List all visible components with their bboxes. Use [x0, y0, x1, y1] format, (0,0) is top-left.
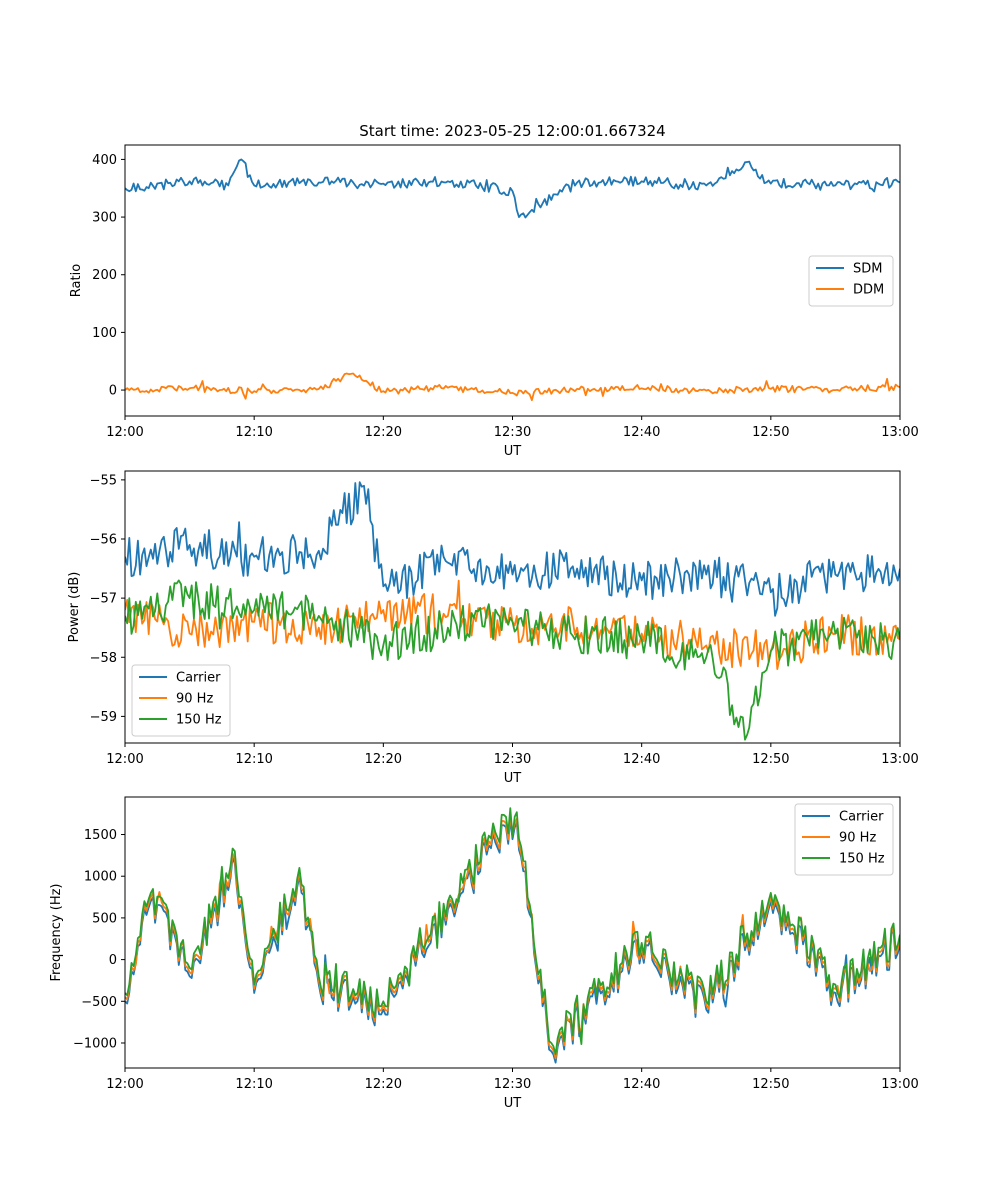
series-group [125, 807, 900, 1064]
x-axis-label: UT [504, 1096, 522, 1111]
legend: Carrier 90 Hz 150 Hz [794, 803, 894, 876]
legend-label: 150 Hz [839, 852, 885, 867]
x-axis-label: UT [504, 444, 522, 459]
x-tick-label: 12:10 [235, 752, 272, 767]
y-tick-label: −500 [81, 995, 117, 1010]
y-axis-label: Power (dB) [67, 572, 82, 643]
x-tick-label: 13:00 [881, 752, 918, 767]
x-tick-label: 12:50 [752, 1077, 789, 1092]
x-tick-label: 12:00 [106, 1077, 143, 1092]
chart-panel-1: 12:00 12:10 12:20 12:30 12:40 12:50 13:00 0 100 2… [69, 144, 919, 459]
legend-label: Carrier [839, 810, 884, 825]
y-tick-label: −1000 [73, 1036, 117, 1051]
y-tick-label: 1000 [84, 870, 117, 885]
series-line-carrier [125, 481, 900, 617]
series-group [125, 481, 900, 741]
legend-label: SDM [853, 262, 882, 277]
x-tick-label: 12:40 [623, 752, 660, 767]
y-tick-label: 100 [92, 326, 117, 341]
y-tick-label: 200 [92, 268, 117, 283]
x-tick-label: 12:10 [235, 425, 272, 440]
chart-panel-3: 12:00 12:10 12:20 12:30 12:40 12:50 13:00 1500 1… [49, 796, 919, 1111]
x-tick-label: 12:20 [365, 425, 402, 440]
y-tick-label: −56 [90, 533, 117, 548]
x-tick-label: 12:20 [365, 752, 402, 767]
y-tick-label: −55 [90, 473, 117, 488]
legend-label: 90 Hz [839, 831, 876, 846]
x-tick-label: 12:00 [106, 425, 143, 440]
y-tick-label: 500 [92, 911, 117, 926]
series-line-150-hz [125, 807, 900, 1056]
x-axis-label: UT [504, 771, 522, 786]
x-tick-label: 12:30 [494, 1077, 531, 1092]
x-tick-label: 12:10 [235, 1077, 272, 1092]
figure-title: Start time: 2023-05-25 12:00:01.667324 [359, 122, 665, 140]
y-tick-label: 0 [109, 953, 117, 968]
x-tick-label: 12:30 [494, 425, 531, 440]
legend: Carrier 90 Hz 150 Hz [131, 664, 231, 737]
chart-panel-2: 12:00 12:10 12:20 12:30 12:40 12:50 13:00 −55 −5… [67, 470, 919, 786]
series-line-150-hz [125, 579, 900, 741]
series-line-ddm [125, 372, 900, 402]
x-tick-label: 12:40 [623, 1077, 660, 1092]
y-tick-label: −59 [90, 710, 117, 725]
x-tick-label: 13:00 [881, 1077, 918, 1092]
series-group [125, 158, 900, 402]
legend-label: 150 Hz [176, 713, 222, 728]
y-axis-label: Frequency (Hz) [49, 883, 64, 981]
x-tick-label: 12:40 [623, 425, 660, 440]
x-tick-label: 12:20 [365, 1077, 402, 1092]
x-tick-label: 12:50 [752, 425, 789, 440]
legend-label: DDM [853, 283, 884, 298]
x-tick-label: 13:00 [881, 425, 918, 440]
y-tick-label: 0 [109, 384, 117, 399]
y-tick-label: 1500 [84, 828, 117, 843]
x-tick-label: 12:30 [494, 752, 531, 767]
series-line-sdm [125, 158, 900, 219]
legend: SDM DDM [808, 255, 894, 307]
legend-label: 90 Hz [176, 692, 213, 707]
y-tick-label: 300 [92, 211, 117, 226]
x-tick-label: 12:00 [106, 752, 143, 767]
y-axis-label: Ratio [69, 264, 84, 297]
y-tick-label: −57 [90, 592, 117, 607]
legend-label: Carrier [176, 671, 221, 686]
y-tick-label: −58 [90, 651, 117, 666]
y-tick-label: 400 [92, 153, 117, 168]
x-tick-label: 12:50 [752, 752, 789, 767]
